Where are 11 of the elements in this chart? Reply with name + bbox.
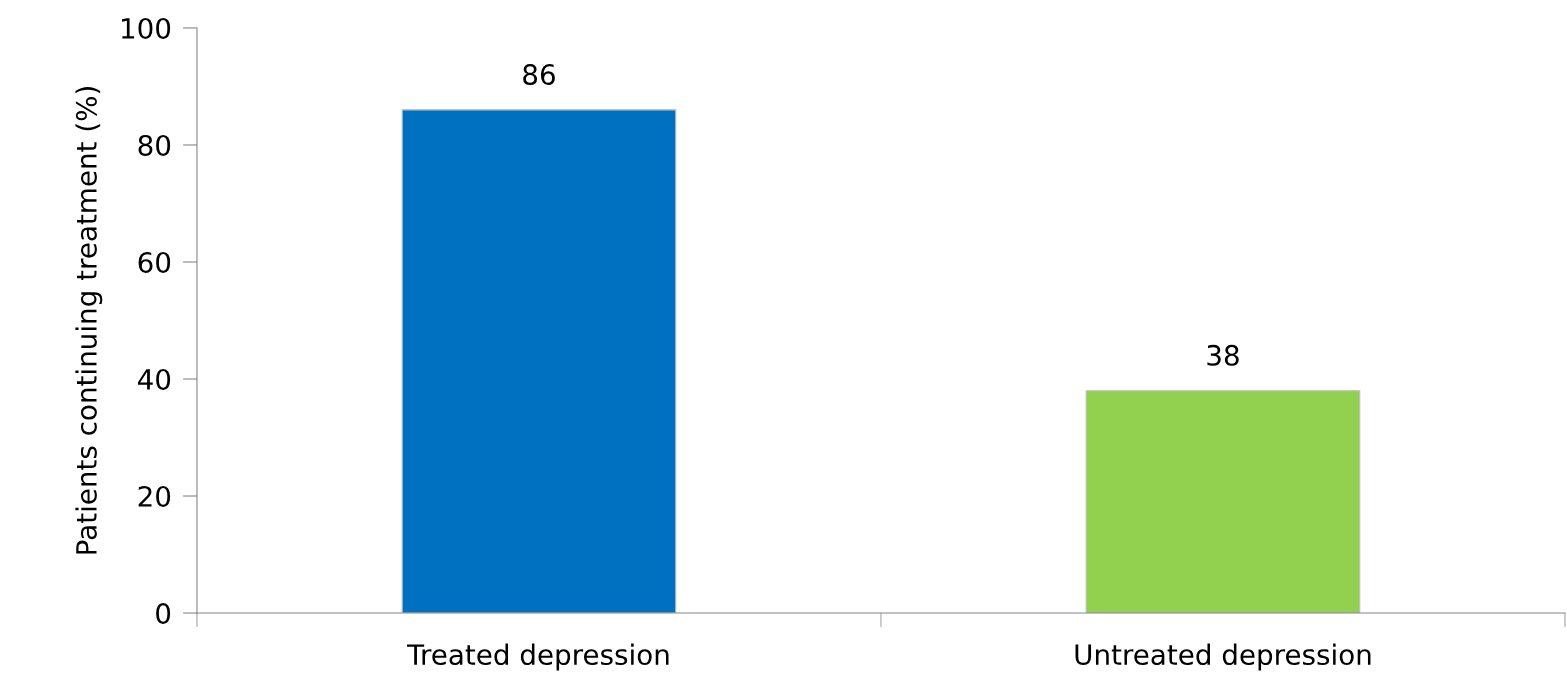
y-tick-label: 40 bbox=[137, 368, 171, 390]
y-tick-label: 80 bbox=[138, 134, 171, 156]
x-tick-label: Untreated depression bbox=[1075, 643, 1371, 671]
y-tick-label: 60 bbox=[138, 251, 171, 273]
data-label: 38 bbox=[1207, 344, 1239, 366]
x-tick-label: Treated depression bbox=[407, 643, 669, 671]
y-axis-title: Patients continuing treatment (%) bbox=[75, 87, 103, 554]
y-tick-label: 20 bbox=[138, 485, 171, 507]
y-tick-label: 100 bbox=[122, 17, 171, 39]
data-label: 86 bbox=[523, 64, 555, 86]
y-tick-label: 0 bbox=[156, 602, 171, 624]
